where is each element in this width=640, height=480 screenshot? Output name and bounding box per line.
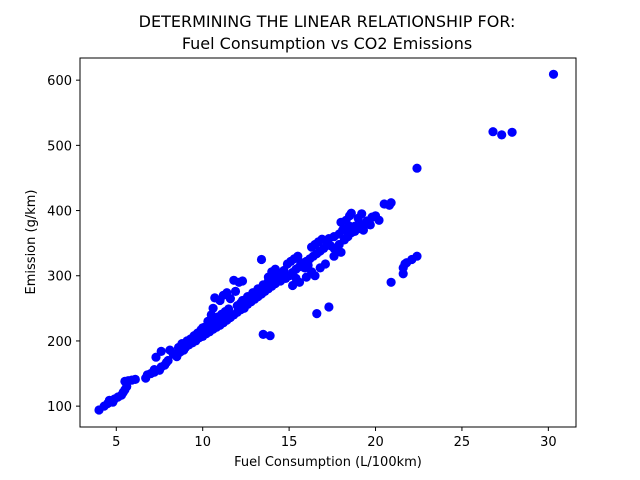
data-point bbox=[230, 286, 241, 296]
x-axis-ticks: 5 10 15 20 25 30 bbox=[112, 427, 557, 450]
data-point bbox=[291, 273, 301, 283]
data-point bbox=[237, 276, 248, 286]
data-point bbox=[358, 225, 368, 235]
data-point bbox=[312, 309, 322, 319]
chart-subtitle: Fuel Consumption vs CO2 Emissions bbox=[182, 34, 472, 53]
data-point bbox=[258, 329, 268, 339]
data-point bbox=[320, 259, 330, 269]
data-point bbox=[336, 217, 346, 227]
x-axis-label: Fuel Consumption (L/100km) bbox=[234, 455, 422, 470]
data-point bbox=[324, 302, 334, 312]
data-point bbox=[224, 304, 234, 314]
data-point bbox=[270, 264, 280, 274]
y-tick-label: 200 bbox=[47, 335, 72, 350]
data-point bbox=[412, 251, 422, 261]
plot-frame bbox=[79, 57, 577, 428]
data-point bbox=[163, 355, 173, 366]
data-point bbox=[256, 254, 267, 265]
y-axis-ticks: 100 200 300 400 500 600 bbox=[47, 74, 80, 415]
y-tick-label: 500 bbox=[47, 139, 72, 154]
scatter-points bbox=[94, 69, 559, 415]
data-point bbox=[365, 220, 375, 230]
x-tick-label: 25 bbox=[454, 435, 471, 450]
data-point bbox=[488, 127, 498, 137]
x-tick-label: 30 bbox=[540, 435, 557, 450]
data-point bbox=[208, 303, 218, 313]
data-point bbox=[156, 346, 166, 356]
y-tick-label: 300 bbox=[47, 270, 72, 285]
data-point bbox=[288, 280, 298, 291]
data-point bbox=[353, 213, 363, 223]
data-point bbox=[386, 198, 396, 208]
y-tick-label: 400 bbox=[47, 205, 72, 220]
data-point bbox=[130, 374, 140, 384]
x-tick-label: 10 bbox=[194, 435, 211, 450]
x-tick-label: 5 bbox=[112, 435, 120, 450]
data-point bbox=[225, 294, 235, 304]
data-point bbox=[374, 215, 384, 225]
data-point bbox=[301, 272, 311, 282]
data-point bbox=[345, 211, 355, 221]
data-point bbox=[497, 130, 507, 140]
data-point bbox=[507, 127, 517, 137]
data-point bbox=[329, 251, 339, 261]
data-point bbox=[386, 277, 396, 287]
y-tick-label: 600 bbox=[47, 74, 72, 89]
x-tick-label: 20 bbox=[367, 435, 384, 450]
data-point bbox=[310, 271, 320, 281]
data-point bbox=[198, 323, 208, 333]
x-tick-label: 15 bbox=[281, 435, 298, 450]
y-tick-label: 100 bbox=[47, 400, 72, 415]
data-point bbox=[336, 247, 346, 257]
data-point bbox=[265, 331, 275, 341]
data-point bbox=[412, 163, 422, 173]
y-axis-label: Emission (g/km) bbox=[24, 190, 39, 295]
data-point bbox=[548, 69, 559, 79]
data-point bbox=[350, 221, 360, 231]
chart-title: DETERMINING THE LINEAR RELATIONSHIP FOR: bbox=[139, 12, 516, 31]
